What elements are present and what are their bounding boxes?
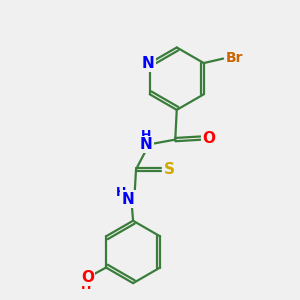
Text: N: N [142, 56, 155, 70]
Text: H: H [81, 279, 91, 292]
Text: H: H [116, 186, 126, 199]
Text: N: N [122, 191, 134, 206]
Text: S: S [164, 162, 175, 177]
Text: O: O [202, 130, 215, 146]
Text: O: O [81, 270, 94, 285]
Text: Br: Br [226, 51, 243, 65]
Text: H: H [141, 129, 152, 142]
Text: N: N [140, 137, 153, 152]
